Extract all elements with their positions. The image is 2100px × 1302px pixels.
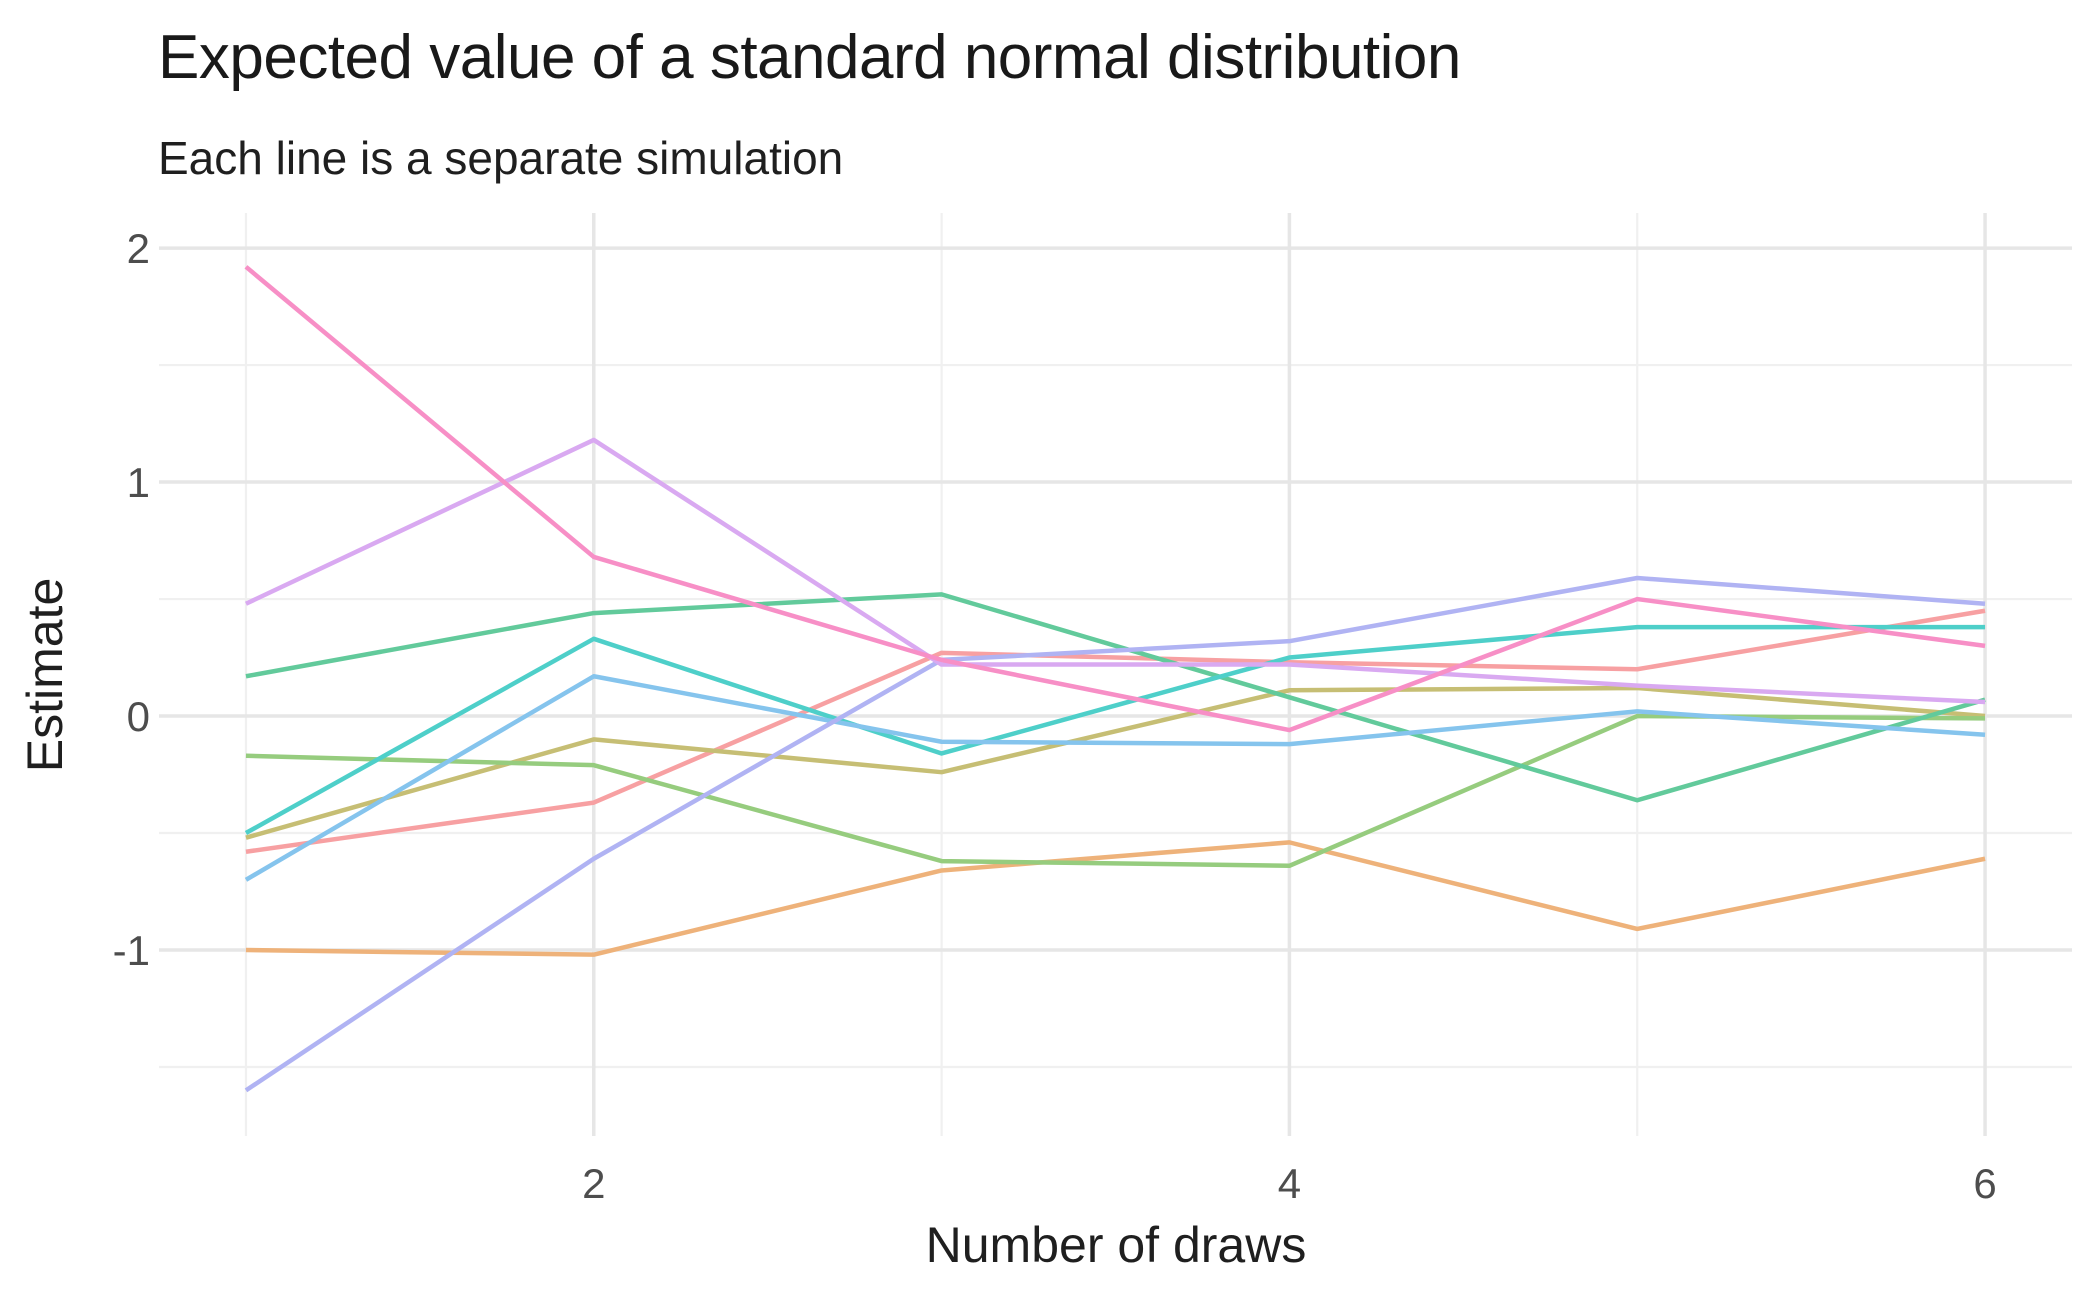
- grid-minor: [159, 213, 2072, 1136]
- series-line-7: [244, 674, 1986, 882]
- series-line-6: [244, 624, 1986, 835]
- x-tick-label: 6: [1973, 1160, 1996, 1207]
- chart-subtitle: Each line is a separate simulation: [158, 132, 843, 184]
- y-tick-label: 2: [127, 225, 150, 272]
- y-axis-title: Estimate: [17, 578, 73, 773]
- chart-title: Expected value of a standard normal dist…: [158, 23, 1461, 92]
- x-axis-title: Number of draws: [926, 1217, 1307, 1273]
- series-line-2: [245, 840, 1986, 957]
- y-tick-label: 0: [127, 693, 150, 740]
- x-tick-label: 4: [1278, 1160, 1301, 1207]
- series-line-9: [244, 437, 1986, 705]
- series-lines: [244, 265, 1986, 1093]
- series-line-3: [245, 685, 1986, 840]
- grid-major: [159, 213, 2072, 1136]
- series-line-4: [245, 713, 1986, 869]
- x-tick-labels: 2 4 6: [582, 1160, 1997, 1207]
- y-tick-label: 1: [127, 459, 150, 506]
- series-line-5: [245, 592, 1986, 803]
- series-line-1: [245, 608, 1986, 854]
- y-tick-labels: 2 1 0 -1: [113, 225, 150, 974]
- series-line-10: [244, 265, 1986, 733]
- x-tick-label: 2: [582, 1160, 605, 1207]
- series-line-8: [244, 575, 1986, 1093]
- y-tick-label: -1: [113, 927, 150, 974]
